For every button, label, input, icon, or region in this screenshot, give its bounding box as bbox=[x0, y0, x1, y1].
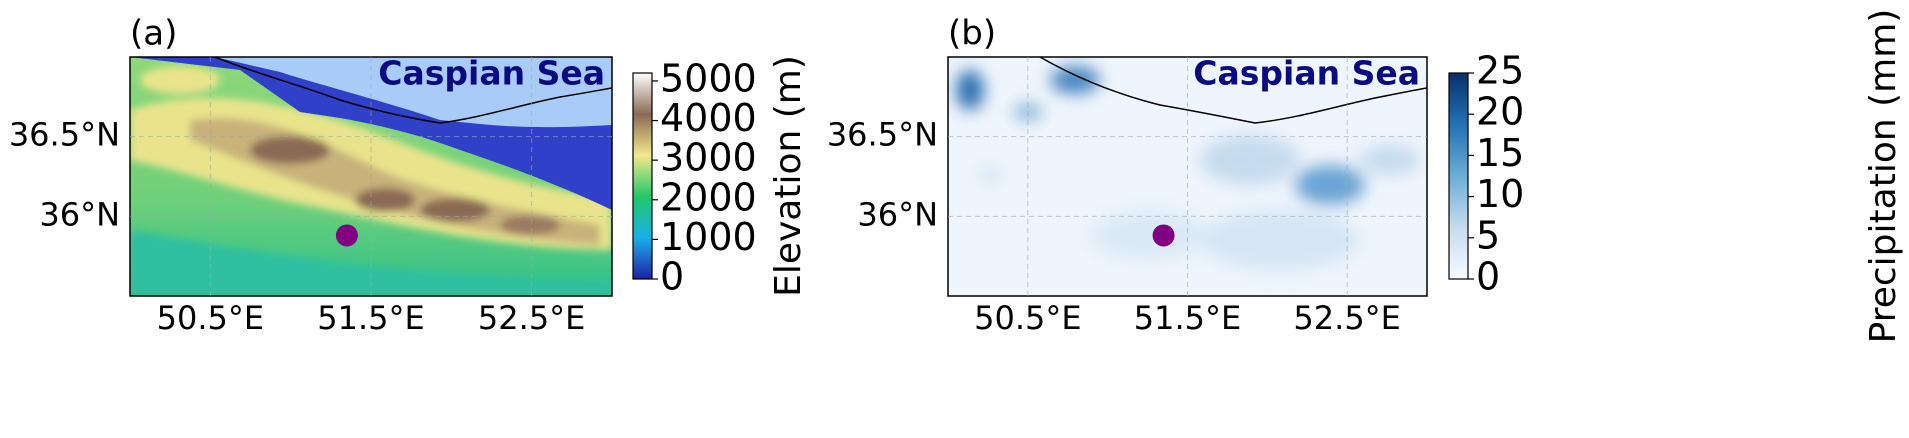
colorbar-tick-label: 0 bbox=[660, 255, 684, 299]
colorbar-tick-label: 10 bbox=[1476, 172, 1524, 216]
colorbar-tick-label: 5000 bbox=[660, 56, 757, 100]
lat-tick-label: 36.5°N bbox=[827, 116, 938, 154]
colorbar bbox=[632, 72, 653, 280]
colorbar-tick-label: 5 bbox=[1476, 213, 1500, 257]
lat-tick-label: 36°N bbox=[857, 195, 938, 233]
lon-tick-label: 51.5°E bbox=[1134, 299, 1241, 337]
location-marker bbox=[335, 224, 358, 247]
colorbar-title: Precipitation (mm) bbox=[1863, 9, 1904, 344]
sea-label: Caspian Sea bbox=[1193, 54, 1420, 93]
location-marker bbox=[1152, 224, 1175, 247]
lat-tick-label: 36.5°N bbox=[9, 116, 120, 154]
colorbar-tick-label: 20 bbox=[1476, 90, 1524, 134]
sea-label: Caspian Sea bbox=[378, 54, 605, 93]
lon-tick-label: 50.5°E bbox=[157, 299, 264, 337]
colorbar-tick-label: 1000 bbox=[660, 215, 757, 259]
panel-label: (a) bbox=[130, 14, 177, 54]
colorbar bbox=[1448, 72, 1469, 280]
lon-tick-label: 51.5°E bbox=[317, 299, 424, 337]
colorbar-tick-label: 3000 bbox=[660, 136, 757, 180]
colorbar-tick-label: 15 bbox=[1476, 131, 1524, 175]
lat-tick-label: 36°N bbox=[39, 195, 120, 233]
colorbar-title: Elevation (m) bbox=[768, 55, 809, 297]
colorbar-tick-label: 4000 bbox=[660, 96, 757, 140]
lon-tick-label: 52.5°E bbox=[1293, 299, 1400, 337]
panel-label: (b) bbox=[948, 14, 996, 54]
colorbar-tick-label: 25 bbox=[1476, 49, 1524, 93]
lon-tick-label: 52.5°E bbox=[478, 299, 585, 337]
lon-tick-label: 50.5°E bbox=[974, 299, 1081, 337]
colorbar-tick-label: 2000 bbox=[660, 175, 757, 219]
colorbar-tick-label: 0 bbox=[1476, 255, 1500, 299]
